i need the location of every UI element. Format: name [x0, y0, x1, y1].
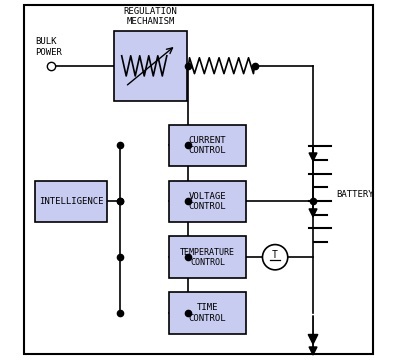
- Text: INTELLIGENCE: INTELLIGENCE: [39, 197, 103, 206]
- Text: BULK
POWER: BULK POWER: [35, 37, 62, 57]
- Text: BATTERY: BATTERY: [337, 190, 374, 199]
- Text: CURRENT
CONTROL: CURRENT CONTROL: [189, 136, 226, 155]
- FancyBboxPatch shape: [169, 236, 246, 278]
- Text: TEMPERATURE
CONTROL: TEMPERATURE CONTROL: [180, 248, 235, 267]
- Text: VOLTAGE
CONTROL: VOLTAGE CONTROL: [189, 192, 226, 211]
- FancyBboxPatch shape: [169, 180, 246, 222]
- FancyBboxPatch shape: [169, 125, 246, 166]
- Text: REGULATION
MECHANISM: REGULATION MECHANISM: [124, 7, 177, 26]
- Text: TIME
CONTROL: TIME CONTROL: [189, 304, 226, 323]
- FancyBboxPatch shape: [169, 292, 246, 334]
- FancyBboxPatch shape: [115, 31, 187, 101]
- Text: T: T: [272, 250, 278, 260]
- FancyBboxPatch shape: [24, 5, 372, 354]
- FancyBboxPatch shape: [35, 180, 107, 222]
